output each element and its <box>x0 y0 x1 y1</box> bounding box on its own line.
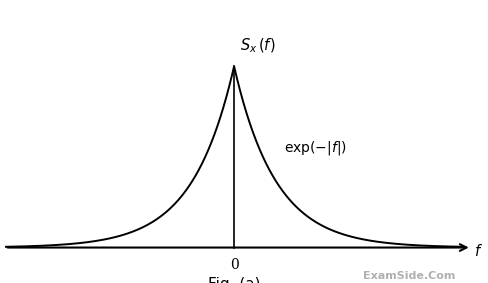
Text: Fig. (a): Fig. (a) <box>207 277 260 283</box>
Text: $\mathrm{exp}(-|f|)$: $\mathrm{exp}(-|f|)$ <box>284 139 346 157</box>
Text: $S_x\,(f)$: $S_x\,(f)$ <box>240 37 275 55</box>
Text: $f$: $f$ <box>473 243 482 259</box>
Text: 0: 0 <box>229 258 238 273</box>
Text: ExamSide.Com: ExamSide.Com <box>362 271 454 281</box>
